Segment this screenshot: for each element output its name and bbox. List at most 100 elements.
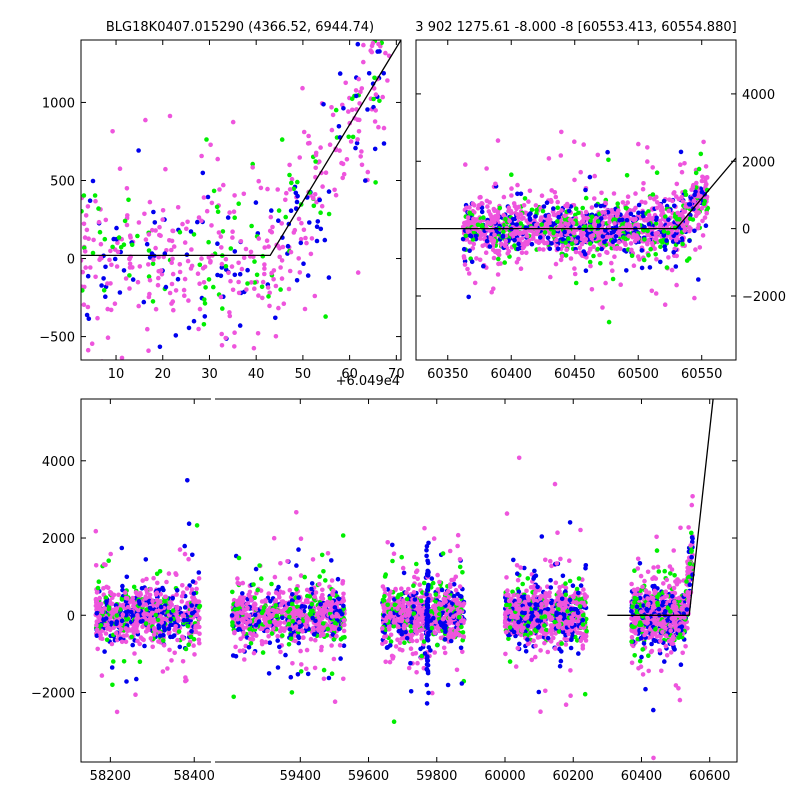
data-point: [409, 616, 415, 621]
data-point: [174, 592, 179, 597]
data-point: [235, 576, 240, 581]
data-point: [654, 205, 660, 211]
data-point: [657, 202, 663, 208]
data-point: [81, 302, 87, 308]
data-point: [463, 233, 469, 239]
data-point: [332, 187, 337, 193]
data-point: [108, 248, 113, 254]
data-point: [267, 290, 273, 296]
data-point: [693, 247, 698, 252]
data-point: [386, 627, 392, 632]
data-point: [129, 634, 134, 640]
data-point: [177, 547, 183, 552]
data-point: [329, 127, 335, 133]
data-point: [191, 599, 196, 605]
data-point: [380, 94, 386, 100]
data-point: [260, 253, 266, 259]
data-point: [127, 273, 132, 278]
x-tick-label: 60450: [554, 367, 595, 382]
data-point: [530, 236, 535, 242]
data-point: [256, 619, 262, 624]
data-point: [483, 250, 489, 255]
data-point: [588, 263, 593, 269]
data-point: [265, 186, 270, 192]
data-point: [412, 597, 418, 602]
data-point: [279, 276, 285, 281]
data-point: [665, 230, 671, 236]
data-point: [267, 228, 273, 234]
data-point: [435, 572, 440, 578]
data-point: [402, 640, 407, 645]
data-point: [455, 591, 460, 597]
data-point: [245, 281, 250, 286]
data-point: [256, 236, 262, 241]
data-point: [290, 619, 296, 624]
data-point: [196, 215, 202, 220]
data-point: [131, 584, 137, 590]
data-point: [653, 236, 659, 242]
data-point: [534, 207, 539, 213]
data-point: [163, 166, 168, 172]
data-point: [602, 239, 607, 245]
data-point: [219, 261, 225, 267]
data-point: [595, 234, 601, 240]
data-point: [501, 212, 506, 218]
data-point: [479, 232, 485, 238]
data-point: [313, 618, 318, 624]
data-point: [641, 257, 647, 263]
data-point: [143, 237, 149, 242]
x-tick-label: 60400: [621, 769, 662, 784]
data-point: [566, 236, 571, 241]
data-point: [236, 279, 241, 285]
data-point: [286, 621, 292, 627]
data-point: [539, 193, 545, 198]
data-point: [136, 303, 141, 309]
data-point: [142, 211, 147, 217]
data-point: [181, 617, 187, 623]
data-point: [572, 266, 577, 271]
data-point: [156, 623, 161, 628]
data-point: [509, 186, 514, 191]
data-point: [166, 605, 171, 610]
data-point: [443, 591, 448, 597]
data-point: [451, 635, 456, 640]
data-point: [279, 610, 285, 615]
data-point: [704, 181, 709, 187]
data-point: [375, 49, 381, 54]
data-point: [144, 576, 149, 582]
data-point: [518, 191, 524, 197]
data-point: [114, 709, 120, 715]
data-point: [143, 621, 149, 626]
data-point: [81, 288, 85, 293]
data-point: [544, 200, 550, 205]
data-point: [112, 256, 118, 262]
data-point: [148, 586, 153, 592]
data-point: [460, 630, 466, 635]
data-point: [481, 215, 486, 220]
data-point: [696, 277, 701, 282]
data-point: [298, 236, 304, 242]
data-point: [334, 633, 339, 639]
data-point: [419, 653, 425, 659]
data-point: [455, 631, 460, 637]
data-point: [120, 583, 125, 589]
data-point: [196, 637, 202, 643]
data-point: [109, 620, 114, 626]
data-point: [311, 632, 317, 637]
data-point: [278, 287, 283, 292]
data-point: [126, 197, 131, 203]
data-point: [660, 210, 665, 216]
data-point: [265, 285, 271, 290]
data-point: [484, 166, 489, 171]
data-point: [456, 615, 462, 620]
data-point: [335, 576, 341, 582]
data-point: [160, 208, 166, 213]
x-tick-label: 59600: [348, 769, 389, 784]
y-tick-label: 500: [50, 174, 75, 189]
data-point: [321, 676, 327, 682]
data-point: [636, 141, 641, 147]
data-point: [116, 235, 122, 240]
data-point: [318, 226, 324, 232]
data-point: [460, 570, 465, 575]
data-point: [440, 551, 446, 556]
